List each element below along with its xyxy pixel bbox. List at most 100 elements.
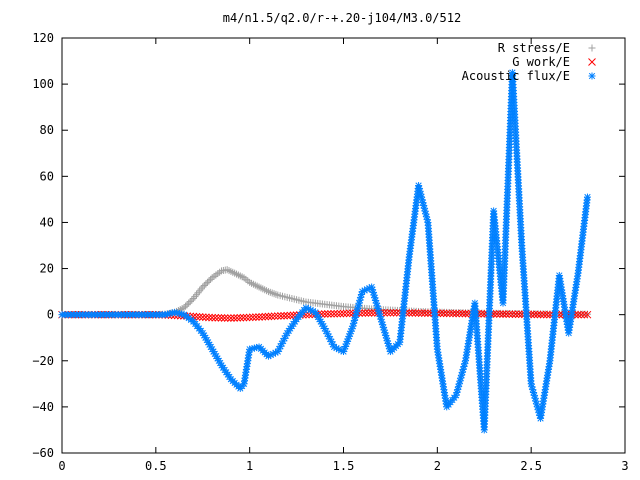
data-point xyxy=(236,313,245,322)
data-point xyxy=(330,309,338,318)
data-point xyxy=(574,310,582,319)
data-point xyxy=(364,309,373,317)
plot-frame xyxy=(61,37,626,454)
data-point xyxy=(405,309,414,317)
data-point xyxy=(192,291,200,299)
axes: 0 0.5 1 1.5 2 2.5 3 120 100 80 60 40 20 0 −20 −40 −60 xyxy=(32,31,628,473)
data-point xyxy=(197,285,205,293)
data-point xyxy=(189,295,197,303)
data-point xyxy=(424,309,432,318)
data-point xyxy=(345,309,354,318)
y-tick-label: −40 xyxy=(32,400,54,414)
data-point xyxy=(539,310,548,319)
data-point xyxy=(276,342,284,350)
y-tick-label: −20 xyxy=(32,354,54,368)
data-point xyxy=(205,313,213,322)
data-point xyxy=(392,308,401,317)
data-point xyxy=(496,310,504,318)
data-point xyxy=(182,302,190,310)
x-tick-label: 1 xyxy=(246,459,253,473)
data-point xyxy=(333,309,342,318)
data-point xyxy=(408,309,417,317)
data-point xyxy=(202,280,210,288)
data-point xyxy=(242,313,251,322)
chart-title: m4/n1.5/q2.0/r-+.20-j104/M3.0/512 xyxy=(223,11,461,25)
data-point xyxy=(230,314,238,322)
data-point xyxy=(461,309,470,318)
data-point xyxy=(383,308,392,317)
series-acoustic-flux-e xyxy=(58,69,591,434)
data-point xyxy=(583,310,592,319)
x-tick-label: 2.5 xyxy=(520,459,542,473)
data-point xyxy=(414,309,423,317)
data-point xyxy=(442,309,451,318)
data-point xyxy=(194,289,202,297)
data-point xyxy=(445,309,454,318)
series-layer xyxy=(58,69,592,434)
data-point xyxy=(217,314,226,322)
data-point xyxy=(511,310,520,319)
data-point xyxy=(192,312,201,321)
data-point xyxy=(533,310,542,319)
data-point xyxy=(583,193,591,201)
data-point xyxy=(289,311,298,320)
data-point xyxy=(273,312,282,320)
data-point xyxy=(223,314,232,322)
data-point xyxy=(185,299,193,307)
data-point xyxy=(203,278,211,286)
data-point xyxy=(199,283,207,291)
data-point xyxy=(196,287,204,295)
data-point xyxy=(580,310,589,319)
data-point xyxy=(227,314,235,322)
data-point xyxy=(245,313,254,322)
y-tick-label: 0 xyxy=(47,308,54,322)
data-point xyxy=(530,310,539,319)
data-point xyxy=(449,309,457,318)
x-tick-label: 1.5 xyxy=(333,459,355,473)
data-point xyxy=(327,309,335,318)
data-point xyxy=(214,313,223,322)
data-point xyxy=(258,312,267,321)
data-point xyxy=(195,313,204,321)
data-point xyxy=(492,310,501,318)
data-point xyxy=(208,313,216,322)
x-tick-label: 0.5 xyxy=(145,459,167,473)
x-tick-label: 0 xyxy=(58,459,65,473)
data-point xyxy=(220,314,229,322)
data-point xyxy=(264,312,273,321)
data-point xyxy=(233,314,242,322)
data-point xyxy=(386,308,395,317)
y-tick-label: 60 xyxy=(40,169,54,183)
data-point xyxy=(200,281,208,289)
data-point xyxy=(283,311,292,320)
data-point xyxy=(452,309,460,318)
data-point xyxy=(439,309,448,318)
data-point xyxy=(505,310,514,319)
data-point xyxy=(252,313,260,321)
data-point xyxy=(205,277,213,285)
data-point xyxy=(367,309,376,317)
data-point xyxy=(370,309,379,317)
data-point xyxy=(420,309,429,317)
x-tick-label: 2 xyxy=(434,459,441,473)
legend-marker xyxy=(588,44,596,52)
data-point xyxy=(531,394,539,402)
x-tick-label: 3 xyxy=(621,459,628,473)
legend-marker xyxy=(588,58,596,66)
data-point xyxy=(499,310,507,318)
data-point xyxy=(336,309,345,318)
data-point xyxy=(458,309,467,318)
y-tick-label: 100 xyxy=(32,77,54,91)
data-point xyxy=(324,310,332,318)
data-point xyxy=(455,309,464,318)
data-point xyxy=(277,312,285,320)
data-point xyxy=(239,313,248,322)
data-point xyxy=(186,298,194,306)
data-point xyxy=(191,293,199,301)
legend-label: R stress/E xyxy=(498,41,570,55)
data-point xyxy=(361,309,370,317)
y-tick-label: 120 xyxy=(32,31,54,45)
data-point xyxy=(267,312,276,321)
data-point xyxy=(411,309,420,317)
